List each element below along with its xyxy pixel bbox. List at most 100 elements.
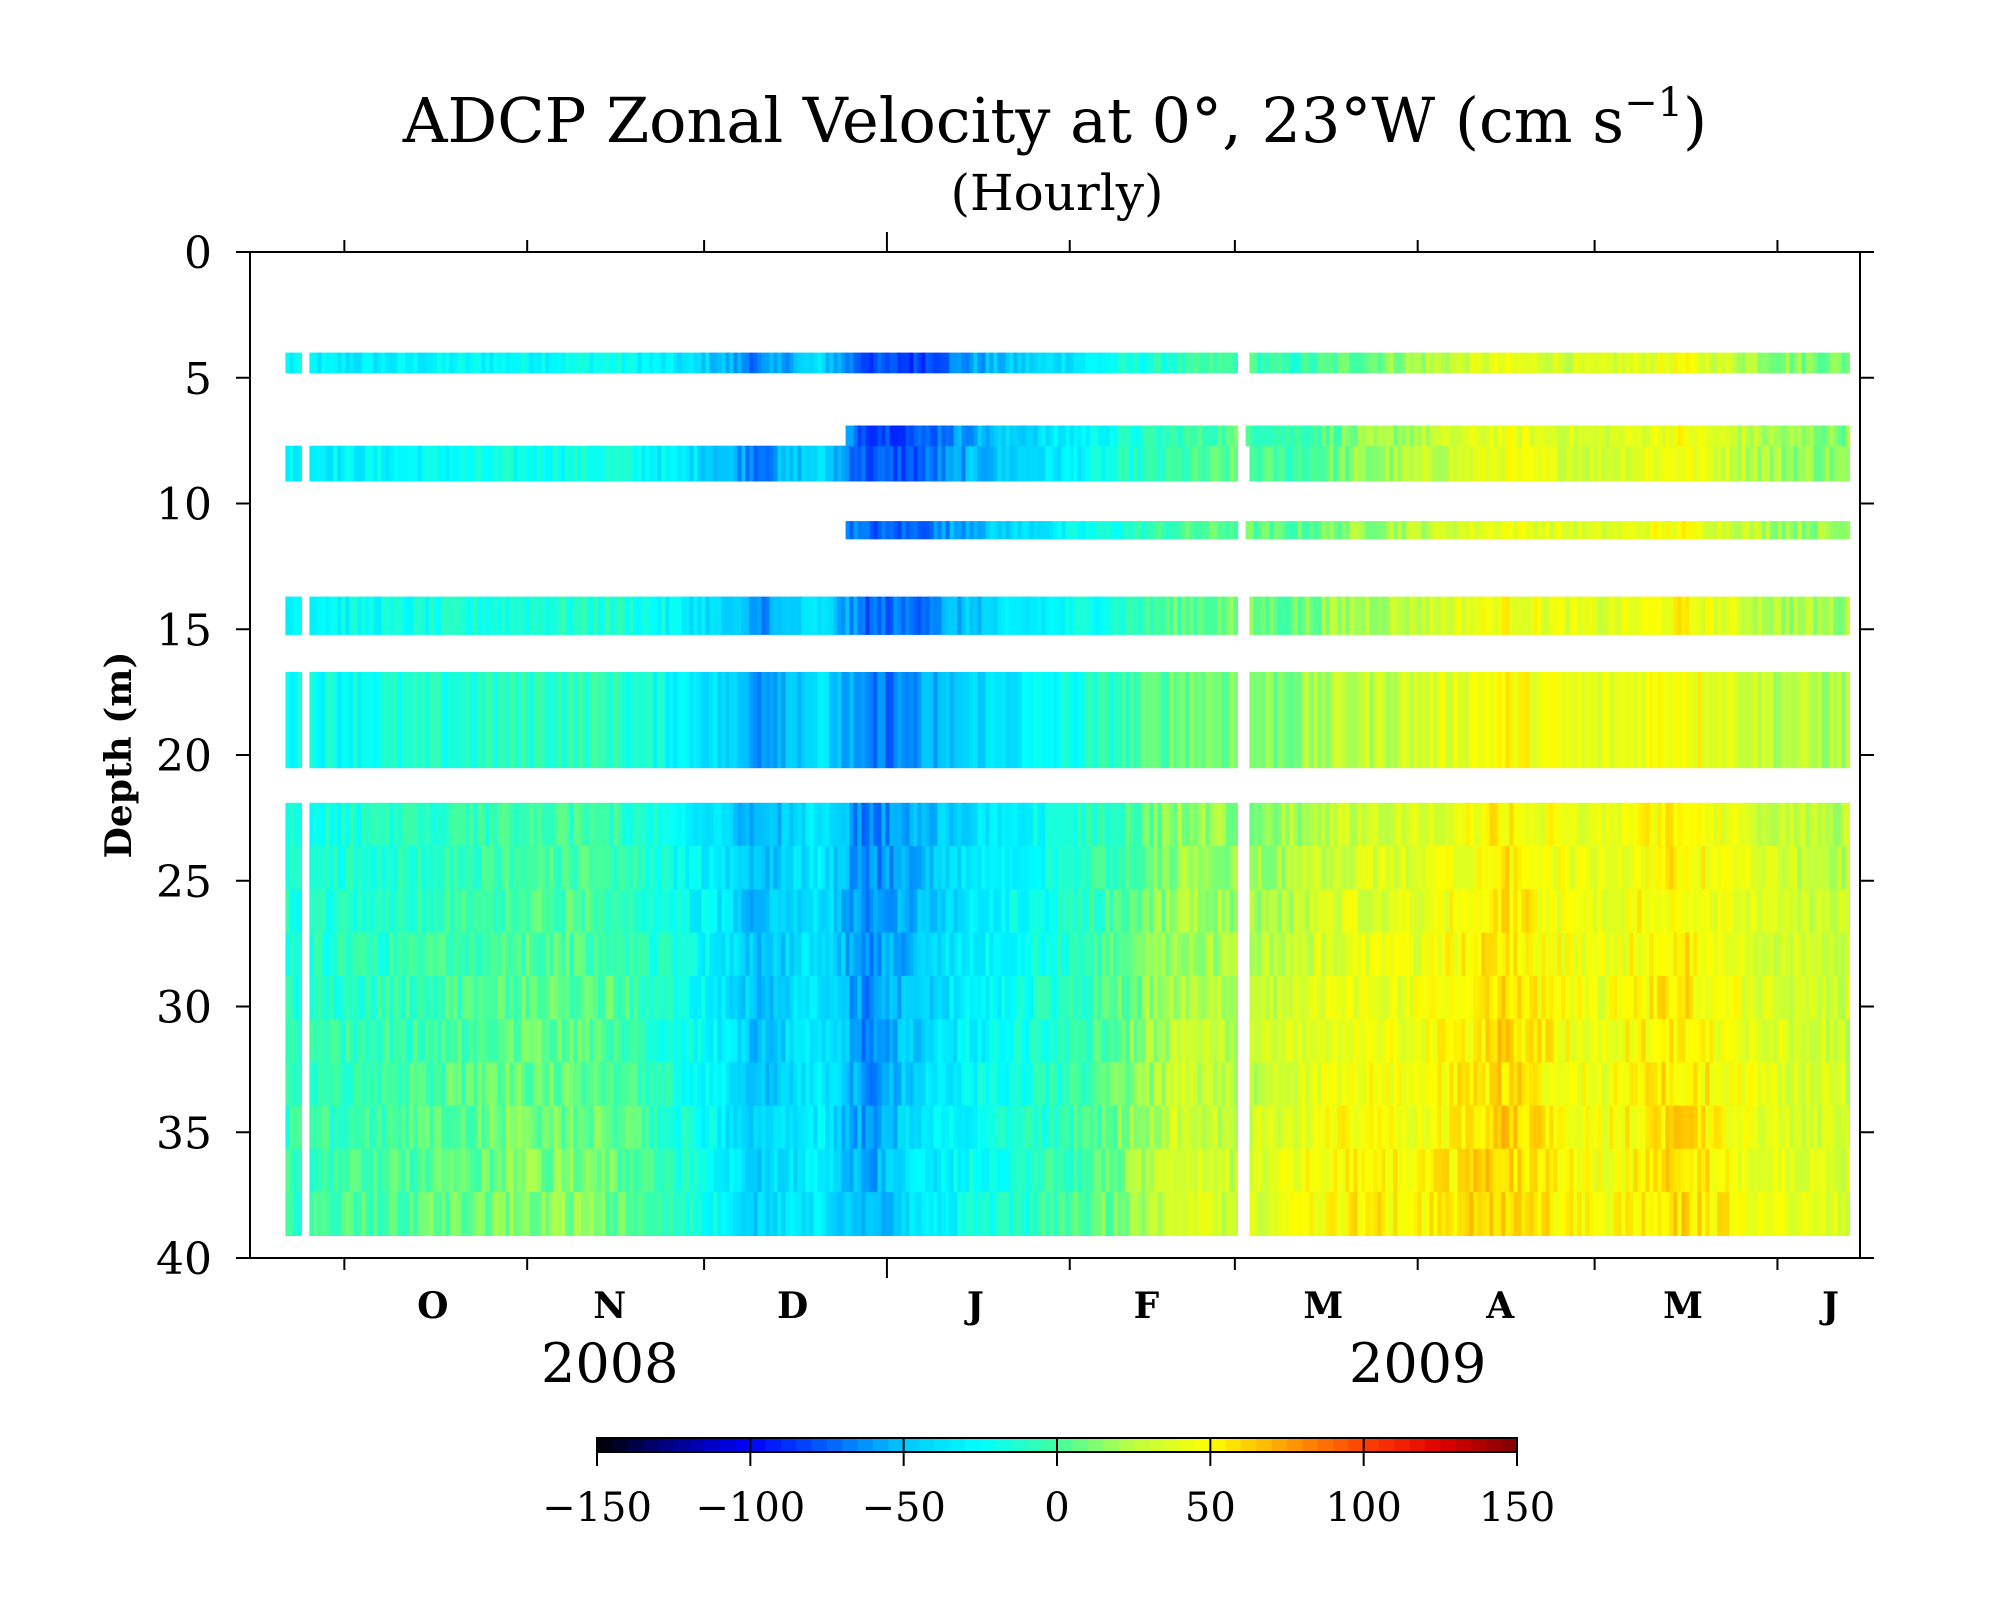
colorbar-gradient-cell <box>1072 1438 1089 1452</box>
colorbar-gradient-cell <box>1011 1438 1027 1452</box>
y-tick-label: 40 <box>156 1234 212 1285</box>
colorbar-gradient-cell <box>1486 1438 1503 1452</box>
depth-band-0 <box>285 352 1850 374</box>
colorbar-gradient-cell <box>1348 1438 1365 1452</box>
colorbar-gradient-cell <box>842 1438 859 1452</box>
colorbar-gradient-cell <box>827 1438 843 1452</box>
colorbar-gradient-cell <box>1103 1438 1119 1452</box>
colorbar-gradient-cell <box>811 1438 828 1452</box>
y-tick-label: 30 <box>156 983 212 1034</box>
colorbar-gradient-cell <box>735 1438 751 1452</box>
y-tick-label: 20 <box>156 731 212 782</box>
x-month-label: N <box>593 1285 626 1327</box>
y-axis: 0 5 10 15 20 25 30 35 40 <box>156 228 1874 1285</box>
colorbar-gradient-cell <box>704 1438 721 1452</box>
colorbar-gradient-cell <box>1302 1438 1319 1452</box>
colorbar-gradient-cell <box>980 1438 997 1452</box>
chart-title: ADCP Zonal Velocity at 0°, 23°W (cm s−1) <box>402 80 1708 157</box>
year-label: 2009 <box>1349 1332 1486 1395</box>
depth-band-5 <box>285 672 1850 769</box>
y-axis-label: Depth (m) <box>98 652 140 859</box>
x-month-label: M <box>1303 1285 1343 1327</box>
chart-title-close: ) <box>1683 84 1707 157</box>
colorbar-gradient-cell <box>750 1438 767 1452</box>
colorbar-gradient-cell <box>1179 1438 1196 1452</box>
colorbar-gradient-cell <box>1333 1438 1349 1452</box>
colorbar-gradient-cell <box>1440 1438 1457 1452</box>
x-month-label: J <box>964 1285 984 1327</box>
colorbar-gradient-cell <box>857 1438 874 1452</box>
depth-band-1 <box>285 445 1850 482</box>
colorbar-tick-label: 50 <box>1185 1485 1236 1531</box>
colorbar-gradient-cell <box>658 1438 675 1452</box>
colorbar-gradient-cell <box>781 1438 797 1452</box>
heatmap-cells <box>285 352 1851 1236</box>
colorbar-tick-label: 0 <box>1044 1485 1069 1531</box>
colorbar-gradient-cell <box>919 1438 935 1452</box>
colorbar-gradient-cell <box>1026 1438 1043 1452</box>
colorbar-gradient-cell <box>995 1438 1012 1452</box>
colorbar-gradient-cell <box>1041 1438 1058 1452</box>
colorbar-tick-label: 100 <box>1325 1485 1401 1531</box>
colorbar-tick-label: 150 <box>1479 1485 1555 1531</box>
colorbar-gradient-cell <box>1241 1438 1257 1452</box>
colorbar-gradient-cell <box>1409 1438 1426 1452</box>
colorbar-tick-label: −50 <box>861 1485 945 1531</box>
colorbar-gradient-cell <box>1057 1438 1073 1452</box>
colorbar-gradient-cell <box>1225 1438 1242 1452</box>
colorbar-gradient-cell <box>1394 1438 1411 1452</box>
y-tick-label: 10 <box>156 480 212 531</box>
colorbar-gradient-cell <box>1149 1438 1165 1452</box>
chart-title-main: ADCP Zonal Velocity at 0°, 23°W (cm s <box>402 84 1624 157</box>
chart-subtitle: (Hourly) <box>950 164 1163 222</box>
x-month-label: F <box>1134 1285 1160 1327</box>
colorbar-tick-label: −150 <box>542 1485 652 1531</box>
colorbar-gradient-cell <box>1455 1438 1472 1452</box>
colorbar-gradient-cell <box>949 1438 966 1452</box>
colorbar-gradient-cell <box>1471 1438 1487 1452</box>
colorbar-gradient-cell <box>612 1438 629 1452</box>
depth-band-6 <box>285 802 1850 1236</box>
colorbar-gradient-cell <box>765 1438 782 1452</box>
colorbar-gradient-cell <box>1210 1438 1227 1452</box>
colorbar-gradient-cell <box>1133 1438 1150 1452</box>
colorbar-tick-label: −100 <box>695 1485 805 1531</box>
depth-band-2 <box>845 425 1851 447</box>
x-month-label: M <box>1663 1285 1703 1327</box>
colorbar-gradient-cell <box>796 1438 813 1452</box>
x-month-label: D <box>777 1285 808 1327</box>
colorbar-gradient-cell <box>965 1438 981 1452</box>
colorbar-gradient-cell <box>1118 1438 1135 1452</box>
x-month-label: A <box>1485 1285 1515 1327</box>
y-tick-label: 35 <box>156 1108 212 1159</box>
colorbar-gradient-cell <box>1271 1438 1288 1452</box>
chart-title-superscript: −1 <box>1624 80 1683 126</box>
colorbar-gradient-cell <box>719 1438 736 1452</box>
colorbar-gradient-cell <box>903 1438 920 1452</box>
colorbar-gradient-cell <box>689 1438 705 1452</box>
colorbar-gradient-cell <box>673 1438 690 1452</box>
depth-band-3 <box>845 521 1851 540</box>
colorbar-gradient-cell <box>888 1438 905 1452</box>
colorbar-gradient-cell <box>1379 1438 1395 1452</box>
y-tick-label: 0 <box>184 228 212 279</box>
colorbar-gradient-cell <box>1317 1438 1334 1452</box>
y-tick-label: 5 <box>184 354 212 405</box>
x-month-label: J <box>1819 1285 1839 1327</box>
colorbar-gradient-cell <box>1501 1438 1518 1452</box>
colorbar-gradient-cell <box>1287 1438 1303 1452</box>
colorbar-gradient-cell <box>1164 1438 1181 1452</box>
y-tick-label: 15 <box>156 605 212 656</box>
colorbar-gradient-cell <box>597 1438 613 1452</box>
colorbar-gradient-cell <box>934 1438 951 1452</box>
colorbar-gradient-cell <box>643 1438 659 1452</box>
x-month-label: O <box>417 1285 448 1327</box>
colorbar-gradient-cell <box>1195 1438 1211 1452</box>
colorbar-gradient-cell <box>1087 1438 1104 1452</box>
colorbar-gradient-cell <box>873 1438 889 1452</box>
colorbar: −150 −100 −50 0 50 100 150 <box>542 1437 1555 1531</box>
colorbar-gradient-cell <box>1256 1438 1273 1452</box>
y-tick-label: 25 <box>156 857 212 908</box>
